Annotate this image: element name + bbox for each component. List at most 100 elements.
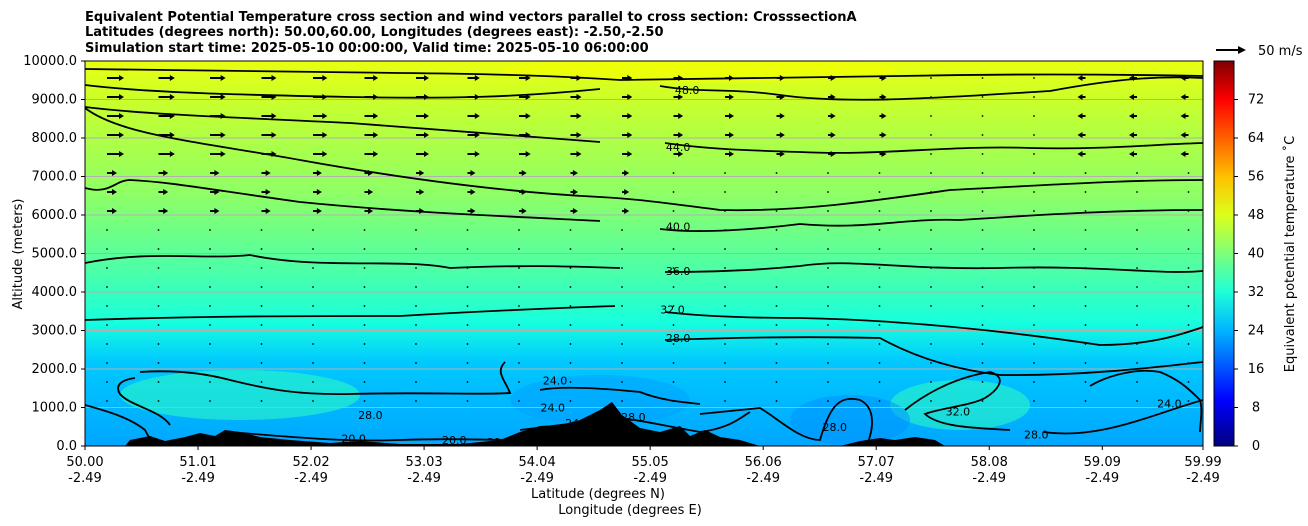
wind-vector: [1077, 132, 1086, 138]
wind-vector: [1033, 134, 1035, 136]
wind-vector: [672, 267, 675, 269]
wind-vector: [106, 248, 108, 250]
wind-vector: [1136, 248, 1138, 250]
wind-vector: [1180, 132, 1189, 138]
wind-vector: [157, 381, 160, 383]
wind-vector: [519, 113, 531, 119]
wind-vector: [622, 132, 633, 138]
wind-vector: [1187, 324, 1190, 326]
wind-vector: [518, 248, 520, 250]
wind-vector: [827, 305, 829, 307]
wind-vector: [1033, 362, 1035, 364]
wind-vector: [416, 151, 429, 157]
wind-vector: [1033, 305, 1035, 307]
wind-vector: [775, 381, 778, 383]
wind-vector: [622, 113, 633, 119]
wind-vector: [569, 362, 572, 364]
wind-vector: [621, 324, 623, 326]
contour-label: 40.0: [666, 221, 691, 234]
terrain: [840, 437, 945, 446]
wind-vector: [106, 324, 108, 326]
wind-vector: [1136, 229, 1138, 231]
x-tick-label-lat: 55.05: [632, 455, 669, 470]
wind-vector: [724, 172, 726, 174]
wind-vector: [106, 381, 108, 383]
wind-vector: [981, 305, 984, 307]
wind-vector: [107, 75, 124, 81]
wind-vector: [107, 170, 117, 176]
wind-vector: [157, 400, 160, 402]
wind-vector: [879, 132, 887, 138]
x-tick-label-lat: 54.04: [519, 455, 556, 470]
contour-label: 28.0: [666, 332, 691, 345]
wind-vector: [775, 286, 778, 288]
wind-vector: [157, 286, 160, 288]
wind-vector: [260, 400, 263, 402]
chart-title-line-1: Equivalent Potential Temperature cross s…: [85, 10, 857, 25]
wind-vector: [878, 229, 881, 231]
contour-label: 24.0: [543, 375, 568, 388]
contour-label: 32.0: [946, 405, 971, 418]
wind-vector: [467, 189, 476, 195]
wind-vector: [1136, 172, 1138, 174]
wind-vector: [724, 400, 726, 402]
wind-vector: [569, 324, 572, 326]
wind-vector: [621, 400, 623, 402]
wind-vector: [467, 208, 476, 214]
wind-vector: [364, 75, 379, 81]
wind-vector: [415, 362, 417, 364]
wind-vector: [363, 343, 366, 345]
wind-vector: [363, 267, 366, 269]
wind-vector: [466, 229, 469, 231]
y-tick-label: 5000.0: [32, 247, 78, 262]
wind-vector: [209, 362, 211, 364]
wind-vector: [106, 229, 108, 231]
wind-vector: [1033, 229, 1035, 231]
wind-vector: [621, 229, 623, 231]
wind-vector: [364, 170, 374, 176]
wind-vector: [157, 305, 160, 307]
wind-vector: [1129, 94, 1137, 100]
terrain: [125, 402, 760, 446]
contour-label: 20.0: [341, 432, 366, 445]
wind-vector: [157, 343, 160, 345]
wind-vector: [312, 400, 314, 402]
wind-vector: [209, 286, 211, 288]
wind-vector: [364, 151, 379, 157]
wind-vector: [981, 115, 984, 117]
x-tick-label-lat: 50.00: [66, 455, 103, 470]
wind-vector: [313, 75, 328, 81]
contour-line: [664, 336, 1203, 376]
wind-vector: [1077, 75, 1086, 81]
wind-vector: [1136, 267, 1138, 269]
x-axis: 50.00-2.4951.01-2.4952.02-2.4953.03-2.49…: [66, 446, 1222, 486]
wind-vector: [1129, 132, 1137, 138]
x-tick-label-lat: 59.09: [1084, 455, 1121, 470]
wind-vector: [260, 267, 263, 269]
wind-vector: [1187, 381, 1190, 383]
wind-vector: [981, 400, 984, 402]
wind-vector: [209, 248, 211, 250]
wind-vector: [313, 113, 328, 119]
contour-line: [85, 254, 1203, 273]
wind-vector: [1084, 324, 1087, 326]
wind-vector: [775, 210, 778, 212]
wind-vector: [673, 75, 684, 81]
wind-vector: [1084, 400, 1087, 402]
wind-vector: [1187, 248, 1190, 250]
wind-vector: [467, 170, 476, 176]
wind-vector: [157, 324, 160, 326]
wind-vector: [775, 172, 778, 174]
wind-vector: [930, 400, 932, 402]
wind-vector: [312, 305, 314, 307]
wind-vector: [157, 248, 160, 250]
y-tick-label: 7000.0: [32, 170, 78, 185]
wind-vector: [209, 324, 211, 326]
wind-vector: [1180, 94, 1189, 100]
field-patch: [120, 370, 360, 420]
wind-vector: [210, 151, 226, 157]
wind-vector: [1136, 324, 1138, 326]
contour-line: [1089, 369, 1203, 433]
wind-vector: [1129, 75, 1137, 81]
wind-vector: [828, 94, 836, 100]
